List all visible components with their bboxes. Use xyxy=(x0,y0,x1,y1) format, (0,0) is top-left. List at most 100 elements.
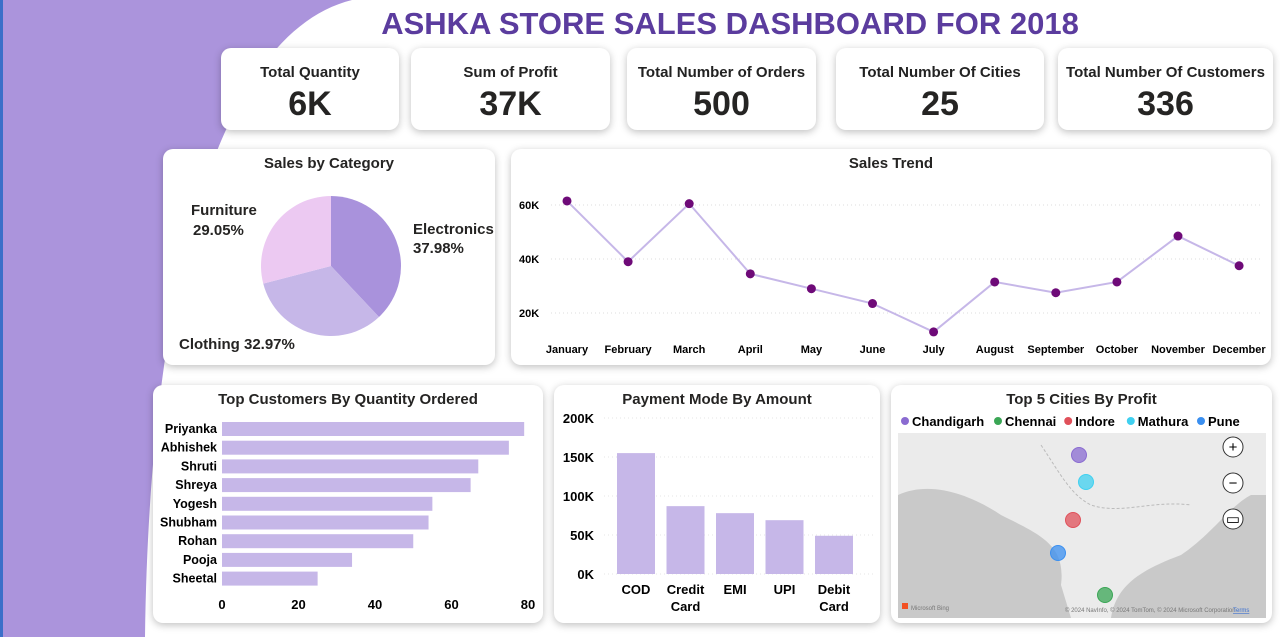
x-tick-label: 60 xyxy=(444,597,458,612)
bar xyxy=(222,478,471,493)
x-tick-label: December xyxy=(1212,344,1266,356)
top-customers-card: Top Customers By Quantity Ordered Priyan… xyxy=(153,385,543,623)
map-sea xyxy=(898,488,1071,618)
kpi-label: Total Number Of Cities xyxy=(859,64,1021,81)
kpi-total-customers: Total Number Of Customers 336 xyxy=(1058,48,1273,130)
pie-value: 37.98% xyxy=(413,240,464,257)
legend-marker xyxy=(1064,417,1073,425)
data-point xyxy=(868,299,877,309)
page-title: ASHKA STORE SALES DASHBOARD FOR 2018 xyxy=(381,6,1079,41)
payment-mode-card: Payment Mode By Amount 0K 50K 100K 150K 200K… xyxy=(554,385,880,623)
kpi-value: 336 xyxy=(1137,85,1194,123)
x-tick-label: 20 xyxy=(291,597,305,612)
x-tick-label: February xyxy=(605,344,653,356)
kpi-label: Sum of Profit xyxy=(463,64,558,81)
zoom-out-icon: − xyxy=(1229,475,1238,492)
kpi-label: Total Quantity xyxy=(260,64,360,81)
data-point xyxy=(1112,277,1122,287)
bar xyxy=(617,453,655,574)
terms-link[interactable]: Terms xyxy=(1233,608,1249,614)
category-label: Shruti xyxy=(181,459,217,473)
zoom-in-button[interactable] xyxy=(1222,436,1244,458)
city-bubble-pune xyxy=(1050,545,1066,561)
zoom-out-button[interactable] xyxy=(1222,472,1244,494)
x-tick-label: March xyxy=(673,344,706,356)
kpi-total-orders: Total Number of Orders 500 xyxy=(627,48,816,130)
category-label: Yogesh xyxy=(173,497,217,511)
legend-item: Mathura xyxy=(1138,414,1189,429)
x-tick-label: 0 xyxy=(218,597,225,612)
select-tool-icon: ▭ xyxy=(1226,511,1240,528)
y-tick-label: 40K xyxy=(519,254,539,266)
kpi-total-cities: Total Number Of Cities 25 xyxy=(836,48,1044,130)
data-point xyxy=(929,327,939,337)
category-label: Pooja xyxy=(183,553,218,567)
legend-marker xyxy=(994,417,1002,425)
y-tick-label: 20K xyxy=(519,308,539,320)
city-bubble-chandigarh xyxy=(1071,447,1087,463)
bar xyxy=(222,552,353,567)
city-bubble-mathura xyxy=(1078,474,1094,490)
bar xyxy=(716,513,754,574)
x-tick-label: Debit xyxy=(818,582,851,597)
map[interactable]: Chandigarh Chennai Indore Mathura Pune + − ▭ Mic… xyxy=(891,385,1272,623)
x-tick-label: August xyxy=(976,344,1014,356)
x-tick-label: July xyxy=(923,344,946,356)
category-label: Abhishek xyxy=(161,441,217,455)
x-tick-label: May xyxy=(801,344,823,356)
category-label: Shubham xyxy=(160,516,217,530)
data-point xyxy=(1173,231,1183,241)
bar-chart: Priyanka Abhishek Shruti Shreya Yogesh Shubha… xyxy=(160,422,535,612)
select-tool-button[interactable] xyxy=(1222,508,1244,530)
line-chart: 20K 40K 60K January February March April May Jun… xyxy=(519,196,1266,356)
sales-trend-card: Sales Trend 20K 40K 60K January February Marc… xyxy=(511,149,1271,365)
x-tick-label: 40 xyxy=(368,597,382,612)
chart-title: Sales Trend xyxy=(848,155,934,172)
y-tick-label: 60K xyxy=(519,200,539,212)
x-tick-label: UPI xyxy=(774,582,796,597)
y-tick-label: 50K xyxy=(570,528,594,543)
x-tick-label: October xyxy=(1096,344,1139,356)
x-tick-label: Card xyxy=(671,599,701,614)
bar xyxy=(222,459,479,474)
x-tick-label: Credit xyxy=(667,582,705,597)
bar xyxy=(765,520,804,574)
kpi-label: Total Number Of Customers xyxy=(1066,64,1265,81)
data-point xyxy=(684,199,694,209)
chart-title: Top Customers By Quantity Ordered xyxy=(218,391,478,408)
kpi-sum-profit: Sum of Profit 37K xyxy=(411,48,610,130)
kpi-value: 500 xyxy=(693,85,750,123)
kpi-value: 37K xyxy=(479,85,542,123)
chart-title: Top 5 Cities By Profit xyxy=(1006,391,1157,408)
bar xyxy=(222,422,525,436)
bar xyxy=(815,535,853,574)
y-tick-label: 150K xyxy=(563,450,595,465)
category-label: Sheetal xyxy=(173,572,217,586)
pie-value: 29.05% xyxy=(193,222,244,239)
pie-chart: Electronics 37.98% Clothing 32.97% Furnitur… xyxy=(179,196,494,353)
kpi-total-quantity: Total Quantity 6K xyxy=(221,48,399,130)
legend-item: Indore xyxy=(1075,414,1115,429)
map-brand: Microsoft Bing xyxy=(911,606,949,612)
chart-title: Payment Mode By Amount xyxy=(622,391,812,408)
map-attribution: © 2024 NavInfo, © 2024 TomTom, © 2024 Mi… xyxy=(1065,607,1236,614)
x-tick-label: Card xyxy=(819,599,849,614)
x-tick-label: June xyxy=(860,344,886,356)
pie-slice-clothing xyxy=(263,266,379,336)
city-bubble-indore xyxy=(1065,512,1081,528)
column-chart: 0K 50K 100K 150K 200K COD Credit Card EMI UPI Debi… xyxy=(563,411,874,614)
pie-label: Electronics xyxy=(413,221,494,238)
legend-item: Chandigarh xyxy=(912,414,984,429)
bar xyxy=(222,440,509,455)
city-bubble-chennai xyxy=(1097,587,1113,603)
data-point xyxy=(1234,261,1244,271)
y-tick-label: 100K xyxy=(563,489,595,504)
legend-item: Chennai xyxy=(1005,414,1056,429)
x-tick-label: COD xyxy=(622,582,651,597)
category-label: Priyanka xyxy=(165,422,218,436)
category-label: Rohan xyxy=(178,534,217,548)
category-label: Shreya xyxy=(175,478,218,492)
data-point xyxy=(990,277,1000,287)
pie-slice-furniture xyxy=(261,196,331,284)
